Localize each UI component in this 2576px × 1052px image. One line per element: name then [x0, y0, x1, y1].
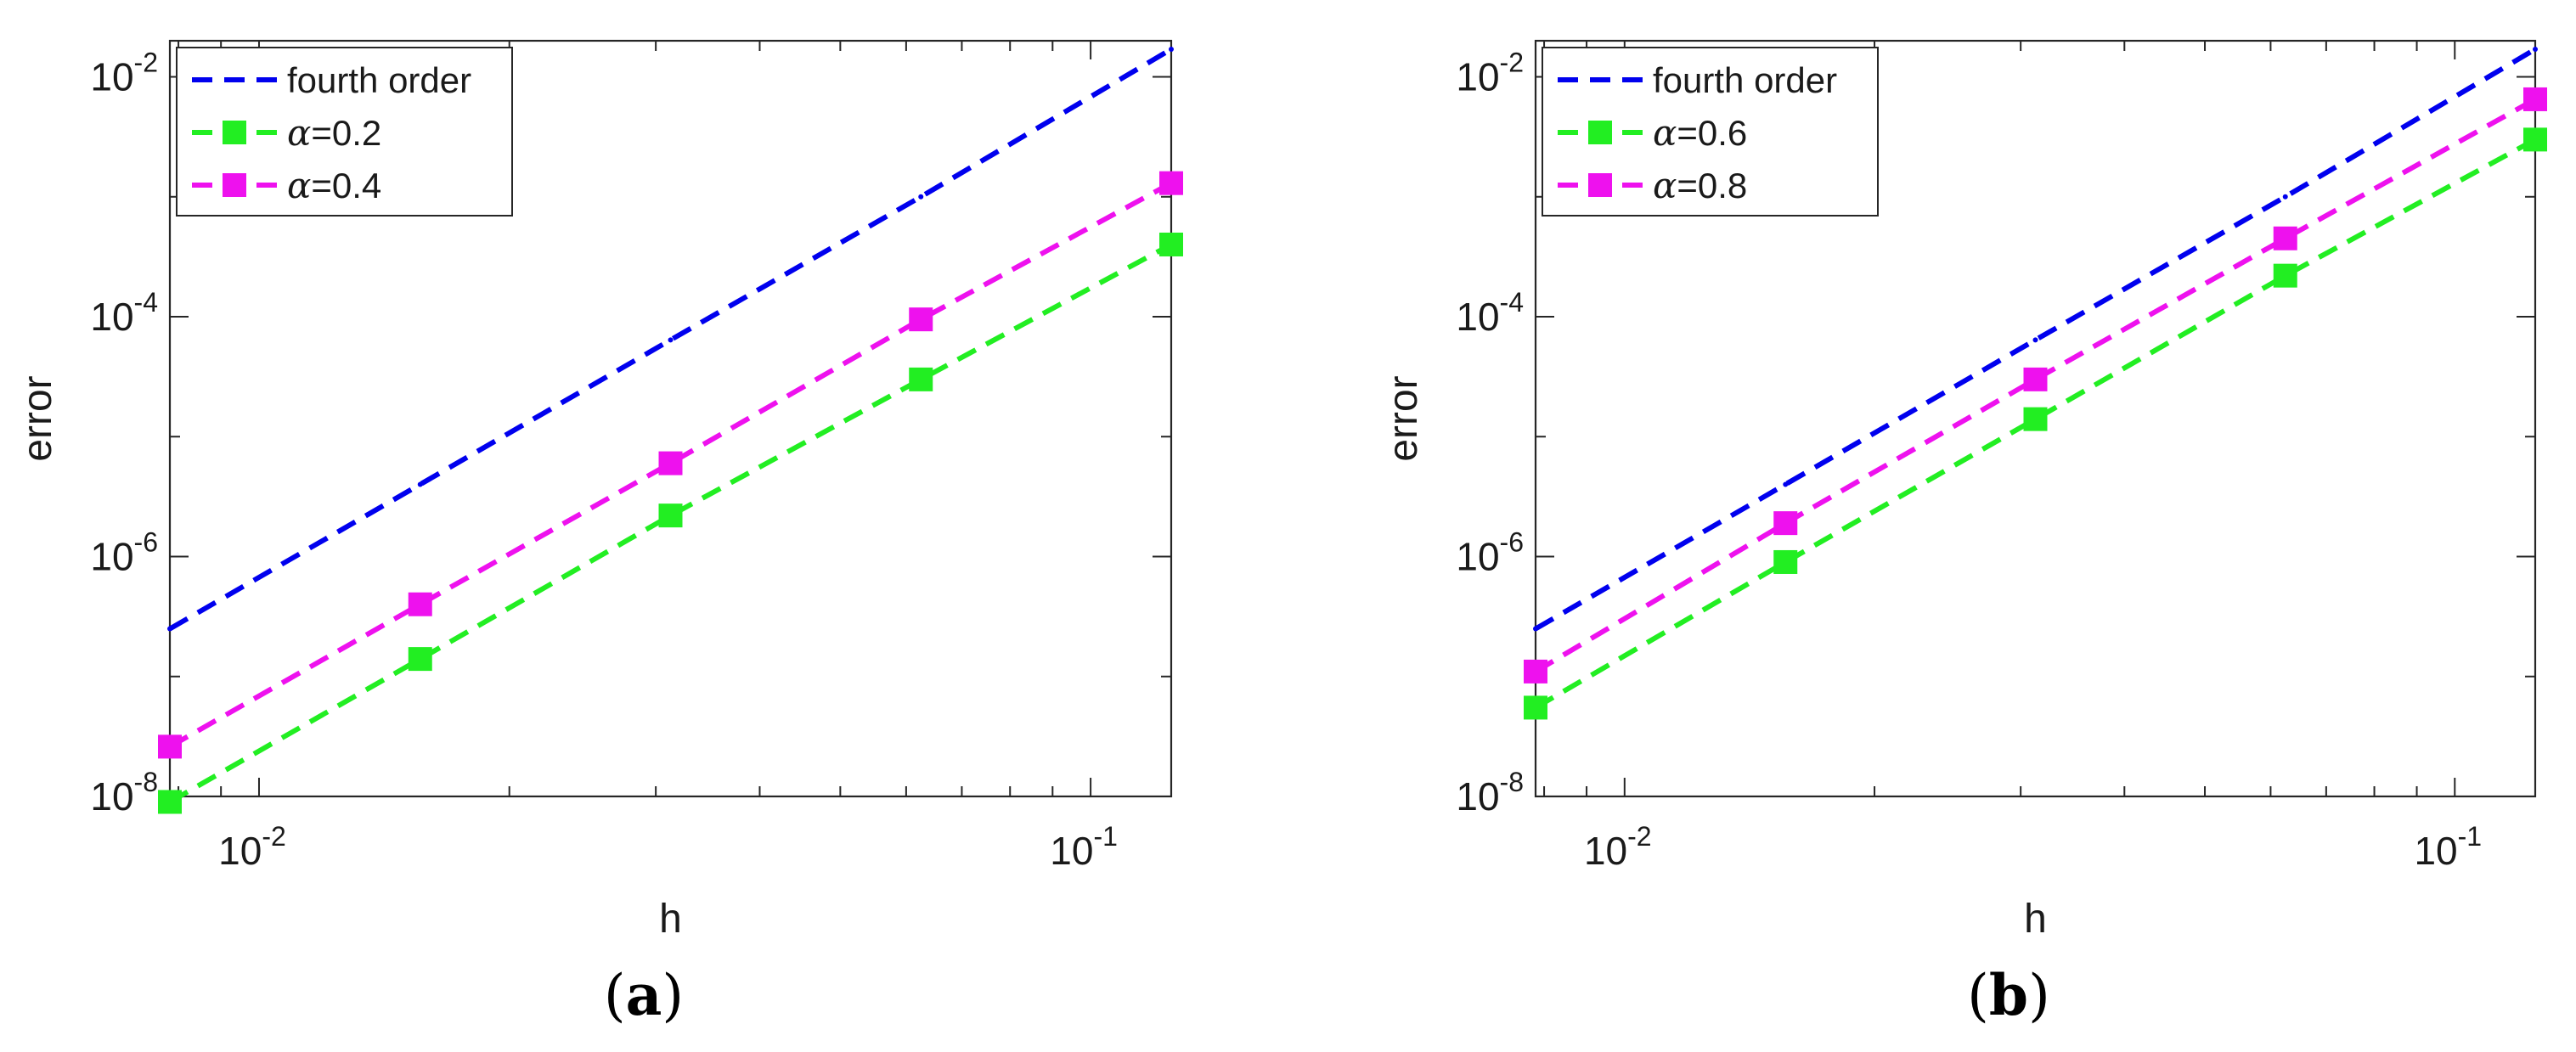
data-point — [158, 734, 182, 759]
data-point — [158, 790, 182, 814]
x-axis-label: h — [659, 897, 682, 942]
data-point — [2032, 337, 2038, 343]
x-tick-label: 10-2 — [1584, 821, 1652, 873]
data-point — [1773, 511, 1798, 536]
data-point — [1783, 481, 1789, 487]
legend-swatch-marker — [1588, 173, 1612, 197]
legend-swatch-marker — [223, 121, 246, 144]
legend-item: α=0.6 — [1558, 112, 1747, 154]
legend-label: α=0.2 — [287, 112, 381, 154]
series-2 — [158, 232, 1183, 814]
data-point — [417, 481, 423, 487]
data-point — [2523, 127, 2547, 152]
y-ticks — [1536, 76, 2535, 797]
panel-caption: (a) — [604, 962, 684, 1028]
data-point — [2273, 263, 2297, 288]
y-axis-label: error — [1381, 375, 1426, 461]
data-point — [918, 194, 924, 200]
y-tick-label: 10-2 — [1456, 48, 1524, 99]
data-point — [408, 647, 432, 672]
data-point — [2282, 194, 2288, 200]
legend-item: fourth order — [192, 60, 471, 100]
data-point — [2533, 46, 2538, 52]
x-tick-label: 10-1 — [1050, 821, 1118, 873]
x-tick-label: 10-1 — [2414, 821, 2482, 873]
legend-label: fourth order — [287, 60, 471, 100]
data-point — [167, 626, 172, 632]
legend-swatch-marker — [223, 173, 246, 197]
legend: fourth order α=0.6 α=0.8 — [1542, 47, 1879, 217]
data-point — [1524, 659, 1547, 684]
legend-item: fourth order — [1558, 60, 1837, 100]
data-point — [1159, 171, 1183, 195]
legend-item: α=0.2 — [192, 112, 381, 154]
data-point — [1533, 626, 1538, 632]
series-3 — [1524, 87, 2547, 684]
series-3 — [158, 171, 1183, 759]
y-tick-label: 10-8 — [1456, 767, 1524, 819]
data-point — [668, 337, 674, 343]
y-tick-label: 10-4 — [90, 287, 158, 339]
data-point — [658, 503, 683, 528]
data-point — [1524, 695, 1547, 720]
data-point — [2023, 367, 2048, 391]
legend-label: α=0.8 — [1653, 165, 1747, 206]
data-point — [2023, 407, 2048, 431]
data-point — [658, 451, 683, 475]
y-tick-label: 10-4 — [1456, 287, 1524, 339]
chart-panel-a: 10-8 10-6 10-4 10-2 10-2 10-1 h error fourth ord… — [15, 39, 1183, 1028]
legend-label: α=0.6 — [1653, 112, 1747, 154]
y-tick-label: 10-2 — [90, 48, 158, 99]
series-1 — [1533, 46, 2538, 632]
series-line — [1534, 97, 2537, 674]
legend: fourth order α=0.2 α=0.4 — [176, 47, 513, 217]
data-point — [909, 367, 933, 391]
x-tick-label: 10-2 — [218, 821, 286, 873]
data-point — [2523, 87, 2547, 111]
data-point — [408, 592, 432, 616]
legend-label: fourth order — [1653, 60, 1837, 100]
data-point — [1773, 549, 1798, 574]
data-point — [2273, 226, 2297, 250]
x-axis-label: h — [2024, 897, 2047, 942]
legend-item: α=0.8 — [1558, 165, 1747, 206]
data-point — [1159, 232, 1183, 256]
legend-swatch-marker — [1588, 121, 1612, 144]
y-tick-label: 10-6 — [1456, 527, 1524, 579]
data-point — [909, 307, 933, 332]
chart-panel-b: 10-8 10-6 10-4 10-2 10-2 10-1 h error fourth ord… — [1381, 39, 2547, 1028]
series-2 — [1524, 127, 2547, 720]
y-axis-label: error — [15, 375, 60, 461]
y-tick-label: 10-8 — [90, 767, 158, 819]
y-tick-label: 10-6 — [90, 527, 158, 579]
panel-caption: (b) — [1967, 962, 2050, 1028]
data-point — [1169, 46, 1174, 52]
legend-item: α=0.4 — [192, 165, 381, 206]
series-1 — [167, 46, 1174, 632]
legend-label: α=0.4 — [287, 165, 381, 206]
